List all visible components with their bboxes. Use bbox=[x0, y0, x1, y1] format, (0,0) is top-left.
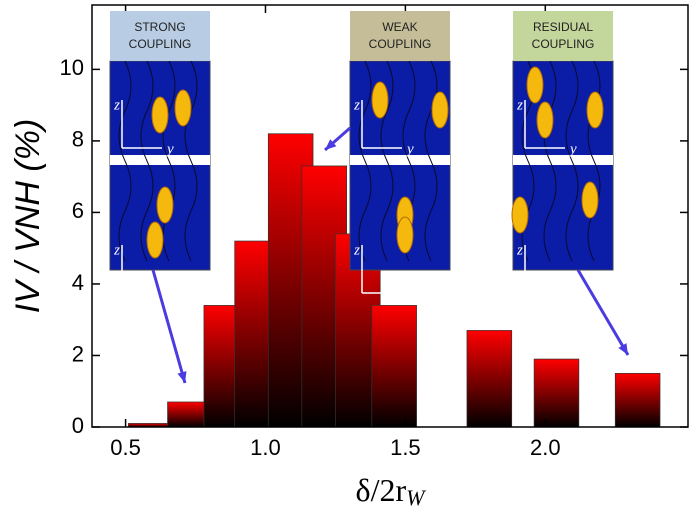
inset-axis-label: y bbox=[568, 141, 577, 157]
y-axis-label: IV / VNH (%) bbox=[9, 119, 47, 314]
plot-frame bbox=[91, 4, 689, 428]
inset-axes bbox=[361, 100, 402, 149]
bar bbox=[533, 358, 580, 428]
inset-divider bbox=[110, 155, 210, 165]
inset-divider bbox=[350, 155, 450, 165]
inset-blob bbox=[396, 216, 414, 254]
y-tick-label: 4 bbox=[72, 270, 84, 295]
bar bbox=[614, 373, 661, 428]
inset-blob bbox=[174, 89, 192, 127]
inset-axes bbox=[121, 100, 162, 149]
inset-blob bbox=[156, 186, 174, 224]
inset-header: RESIDUAL COUPLING bbox=[513, 11, 613, 61]
inset-axis-label: x bbox=[569, 286, 577, 302]
x-tick-label: 1.0 bbox=[250, 435, 281, 460]
bar bbox=[371, 305, 417, 428]
inset-axis-label: y bbox=[165, 141, 174, 157]
inset-blob bbox=[371, 81, 389, 119]
y-tick-label: 8 bbox=[72, 127, 84, 152]
inset-wave bbox=[380, 60, 394, 262]
y-tick-label: 2 bbox=[72, 341, 84, 366]
inset-wave bbox=[140, 60, 154, 262]
inset-wave bbox=[543, 60, 557, 262]
arrow-head bbox=[618, 343, 628, 355]
inset-blob bbox=[586, 91, 604, 129]
x-axis-label-main: δ/2r bbox=[356, 472, 407, 508]
inset-axis-label: z bbox=[353, 97, 360, 113]
inset-axis-label: z bbox=[353, 242, 360, 258]
inset-wave bbox=[565, 60, 579, 262]
x-tick-label: 2.0 bbox=[530, 435, 561, 460]
inset-axis-label: x bbox=[166, 286, 174, 302]
insets: z y z x z y z x z y z x bbox=[109, 60, 630, 384]
y-tick-label: 10 bbox=[60, 55, 84, 80]
inset-axes bbox=[524, 100, 565, 149]
inset-axis-label: z bbox=[113, 97, 120, 113]
inset-blob bbox=[581, 181, 599, 219]
inset-wave bbox=[162, 60, 176, 262]
inset-axis-label: z bbox=[516, 97, 523, 113]
inset-blob bbox=[536, 101, 554, 139]
x-axis-label-sub: W bbox=[406, 485, 426, 510]
y-tick-label: 0 bbox=[72, 413, 84, 438]
x-tick-label: 0.5 bbox=[110, 435, 141, 460]
inset-wave bbox=[184, 60, 198, 262]
x-axis-label: δ/2rW bbox=[356, 472, 427, 510]
bar bbox=[466, 330, 513, 428]
arrow-head bbox=[177, 371, 187, 383]
arrow bbox=[151, 269, 187, 384]
inset-axis-label: z bbox=[516, 242, 523, 258]
arrow bbox=[576, 269, 630, 356]
x-tick-label: 1.5 bbox=[390, 435, 421, 460]
inset-wave bbox=[118, 60, 132, 262]
inset-axis-label: z bbox=[113, 242, 120, 258]
inset-header: STRONG COUPLING bbox=[110, 11, 210, 61]
inset-wave bbox=[358, 60, 372, 262]
inset-axes bbox=[121, 245, 162, 294]
inset-axes bbox=[361, 245, 402, 294]
arrow-head bbox=[325, 139, 337, 150]
inset-divider bbox=[513, 155, 613, 165]
inset-axis-label: y bbox=[405, 141, 414, 157]
inset-header: WEAK COUPLING bbox=[350, 11, 450, 61]
inset-blob bbox=[151, 96, 169, 134]
y-tick-label: 6 bbox=[72, 198, 84, 223]
inset-axes bbox=[524, 245, 565, 294]
inset-axis-label: x bbox=[406, 286, 414, 302]
inset-blob bbox=[511, 196, 529, 234]
inset-blob bbox=[431, 91, 449, 129]
inset-blob bbox=[146, 221, 164, 259]
inset-blob bbox=[526, 66, 544, 104]
